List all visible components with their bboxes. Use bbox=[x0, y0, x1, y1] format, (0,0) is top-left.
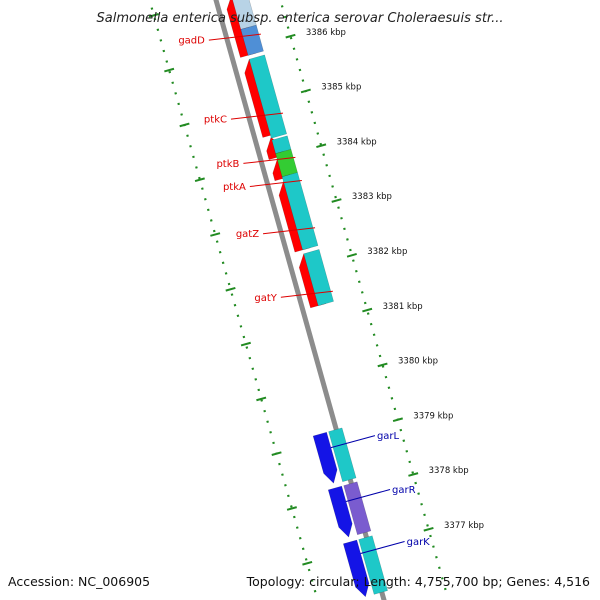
gene-label-leader bbox=[345, 489, 391, 502]
scale-tick bbox=[377, 362, 388, 368]
gene-label: ptkC bbox=[204, 115, 227, 126]
gene-label-leader bbox=[249, 180, 302, 188]
scale-tick bbox=[256, 396, 267, 402]
scale-tick bbox=[271, 451, 282, 456]
scale-tick bbox=[362, 307, 373, 313]
scale-tick bbox=[423, 526, 434, 532]
scale-tick bbox=[346, 253, 357, 258]
gene-label: gadD bbox=[178, 36, 205, 47]
scale-tick bbox=[179, 122, 190, 128]
cds-block bbox=[240, 24, 264, 56]
scale-tick bbox=[194, 177, 205, 183]
gene-label: garL bbox=[377, 431, 400, 442]
gene-label-leader bbox=[360, 541, 405, 554]
gene-label: ptkA bbox=[223, 182, 246, 193]
scale-tick-label: 3377 kbp bbox=[444, 521, 484, 531]
scale-tick bbox=[286, 506, 297, 511]
gene-label: garR bbox=[392, 485, 416, 496]
scale-tick-label: 3378 kbp bbox=[429, 466, 469, 476]
scale-tick-label: 3383 kbp bbox=[352, 192, 392, 202]
reverse-gene-arrow bbox=[327, 485, 353, 538]
cds-block bbox=[343, 481, 372, 536]
gene-label-leader bbox=[263, 227, 316, 235]
scale-tick-label: 3384 kbp bbox=[337, 137, 377, 147]
scale-tick-label: 3379 kbp bbox=[413, 411, 453, 421]
scale-tick bbox=[331, 198, 342, 203]
topology-summary: Topology: circular; Length: 4,755,700 bp… bbox=[246, 574, 590, 589]
gene-label: ptkB bbox=[216, 159, 239, 170]
cds-block bbox=[358, 535, 388, 595]
gene-label: gatZ bbox=[236, 229, 259, 240]
scale-tick-label: 3386 kbp bbox=[306, 28, 346, 38]
gene-label-leader bbox=[280, 290, 333, 298]
accession-text: Accession: NC_006905 bbox=[8, 574, 150, 589]
scale-tick-label: 3380 kbp bbox=[398, 357, 438, 367]
gene-label-leader bbox=[208, 33, 261, 41]
scale-tick bbox=[302, 560, 313, 566]
cds-block bbox=[248, 54, 288, 139]
gene-label-leader bbox=[243, 156, 296, 164]
gene-label: garK bbox=[407, 537, 431, 548]
gene-label-leader bbox=[330, 435, 376, 449]
scale-tick bbox=[240, 341, 251, 347]
gene-label-leader bbox=[230, 112, 284, 120]
scale-tick bbox=[225, 286, 236, 292]
reverse-gene-arrow bbox=[342, 539, 370, 598]
scale-tick bbox=[164, 67, 175, 73]
scale-tick bbox=[285, 33, 296, 39]
scale-tick bbox=[316, 143, 327, 149]
scale-tick bbox=[210, 232, 221, 237]
map-title: Salmonella enterica subsp. enterica sero… bbox=[97, 11, 504, 26]
scale-tick bbox=[408, 472, 419, 477]
scale-tick-label: 3381 kbp bbox=[383, 302, 423, 312]
reverse-gene-arrow bbox=[312, 431, 338, 484]
scale-tick bbox=[392, 417, 403, 423]
cds-block bbox=[328, 427, 357, 483]
gene-label: gatY bbox=[254, 293, 277, 304]
scale-tick-label: 3382 kbp bbox=[367, 247, 407, 257]
scale-tick bbox=[300, 88, 311, 94]
scale-tick bbox=[148, 13, 159, 18]
trna-block bbox=[275, 148, 298, 178]
scale-tick-label: 3385 kbp bbox=[321, 83, 361, 93]
